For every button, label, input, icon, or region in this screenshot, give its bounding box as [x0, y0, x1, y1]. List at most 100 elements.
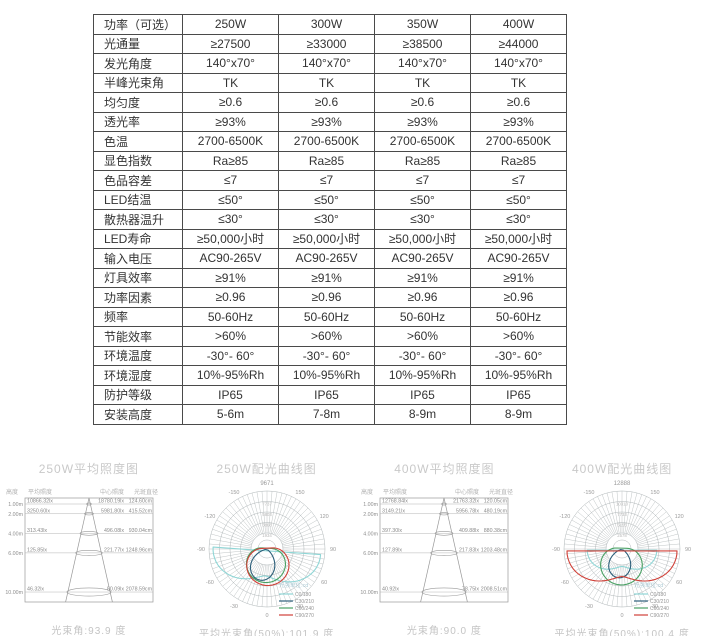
grid-spoke: [571, 556, 609, 579]
spec-row: 防护等级 IP65 IP65 IP65 IP65: [93, 384, 567, 405]
center-lux-value: 5981.80lx: [101, 508, 124, 514]
angle-label: -60: [205, 580, 213, 586]
angle-label: 60: [321, 580, 327, 586]
grid-spoke: [213, 555, 253, 574]
height-label: 6.00m: [364, 551, 379, 557]
spec-value-cell: 350W: [374, 14, 471, 35]
grid-spoke: [274, 562, 296, 600]
grid-spoke: [602, 563, 617, 604]
spec-row: 环境温度 -30°- 60° -30°- 60° -30°- 60° -30°- 60°: [93, 345, 567, 366]
spot-diameter-value: 930.04cm: [129, 528, 153, 534]
grid-spoke: [633, 507, 664, 538]
spec-row: 色品容差 ≤7 ≤7 ≤7 ≤7: [93, 170, 567, 191]
column-header: 高度: [6, 488, 18, 496]
grid-spoke: [225, 507, 256, 538]
grid-spoke: [256, 491, 265, 534]
spot-diameter-value: 1248.96cm: [126, 547, 153, 553]
spec-value-cell: ≥0.96: [278, 287, 375, 308]
spec-row: 透光率 ≥93% ≥93% ≥93% ≥93%: [93, 111, 567, 132]
grid-spoke: [278, 559, 312, 587]
spec-value-cell: ≤50°: [470, 189, 567, 210]
spec-value-cell: 2700-6500K: [374, 131, 471, 152]
grid-spoke: [271, 494, 287, 535]
angle-label: 90: [330, 547, 336, 553]
grid-spoke: [229, 561, 257, 594]
legend-label: C30/210: [295, 599, 314, 605]
spec-label-cell: 环境湿度: [93, 365, 183, 386]
spec-row: 散热器温升 ≤30° ≤30° ≤30° ≤30°: [93, 209, 567, 230]
spec-value-cell: >60%: [374, 326, 471, 347]
spec-value-cell: Ra≥85: [374, 150, 471, 171]
spec-value-cell: 250W: [182, 14, 279, 35]
legend-title: 光强单位:cd: [634, 581, 663, 589]
grid-spoke: [282, 551, 324, 560]
spec-value-cell: 10%-95%Rh: [374, 365, 471, 386]
spec-value-cell: TK: [374, 72, 471, 93]
grid-spoke: [210, 533, 252, 546]
grid-spoke: [580, 507, 611, 538]
angle-label: 0: [621, 613, 624, 619]
ring-value-label: 2578: [617, 533, 627, 538]
grid-spoke: [209, 538, 251, 547]
spec-label-cell: 色温: [93, 131, 183, 152]
light-cone: [65, 497, 113, 603]
diagram-panel-400w-distribution: 400W配光曲线图 12888 10310 7733 5155 2578 150 120 90…: [533, 456, 711, 636]
angle-label: -60: [561, 580, 569, 586]
grid-spoke: [632, 561, 660, 594]
spec-label-cell: 光通量: [93, 33, 183, 54]
spec-label-cell: 发光角度: [93, 53, 183, 74]
spec-value-cell: 140°x70°: [278, 53, 375, 74]
spec-label-cell: 频率: [93, 306, 183, 327]
grid-spoke: [274, 498, 296, 536]
diagram-panel-250w-illuminance: 250W平均照度图 高度 平均照度 中心照度 光斑直径 1.00m 10866.32lx 1…: [0, 456, 178, 636]
grid-spoke: [218, 515, 254, 540]
ring-value-label: 10310: [616, 502, 629, 507]
angle-label: 120: [319, 514, 328, 520]
spec-value-cell: ≥44000: [470, 33, 567, 54]
angle-label: 90: [685, 547, 691, 553]
grid-spoke: [571, 519, 609, 542]
diagram-title: 250W平均照度图: [38, 462, 140, 476]
spec-value-cell: 2700-6500K: [278, 131, 375, 152]
beam-spot-ellipse: [441, 502, 448, 506]
grid-spoke: [222, 559, 255, 587]
spot-diameter-value: 415.52cm: [129, 508, 153, 514]
beam-spot-ellipse: [84, 512, 94, 516]
grid-spoke: [269, 564, 277, 607]
center-lux-value: 18780.19lx: [98, 499, 124, 505]
spec-label-cell: LED结温: [93, 189, 183, 210]
grid-spoke: [637, 552, 679, 565]
angle-label: 150: [295, 490, 304, 496]
spec-value-cell: AC90-265V: [278, 248, 375, 269]
spec-value-cell: ≤7: [278, 170, 375, 191]
spec-value-cell: >60%: [470, 326, 567, 347]
legend-label: C90/270: [295, 613, 314, 619]
avg-lux-value: 397.30lx: [382, 528, 402, 534]
legend-label: C0/180: [650, 592, 666, 598]
grid-spoke: [629, 498, 652, 536]
spec-value-cell: -30°- 60°: [470, 345, 567, 366]
spec-value-cell: 300W: [278, 14, 375, 35]
grid-spoke: [216, 519, 253, 542]
angle-label: 30: [297, 604, 303, 610]
beam-spot-ellipse: [435, 531, 454, 536]
grid-spoke: [626, 492, 638, 534]
beam-angle-caption: 平均光束角(50%):101.9 度: [198, 629, 335, 636]
beam-spot-ellipse: [66, 587, 112, 597]
grid-spoke: [275, 501, 301, 537]
diagram-title: 250W配光曲线图: [216, 462, 317, 476]
height-label: 1.00m: [364, 502, 379, 508]
grid-spoke: [275, 561, 301, 597]
grid-spoke: [277, 560, 308, 591]
spot-diameter-value: 880.38cm: [484, 528, 508, 534]
grid-spoke: [218, 558, 254, 583]
grid-spoke: [564, 538, 607, 547]
angle-label: -150: [228, 490, 239, 496]
angle-label: 0: [265, 613, 268, 619]
grid-spoke: [210, 552, 252, 565]
spec-value-cell: ≥93%: [278, 111, 375, 132]
max-candela-label: 9671: [260, 481, 274, 487]
spec-value-cell: ≥93%: [182, 111, 279, 132]
spec-value-cell: 2700-6500K: [470, 131, 567, 152]
